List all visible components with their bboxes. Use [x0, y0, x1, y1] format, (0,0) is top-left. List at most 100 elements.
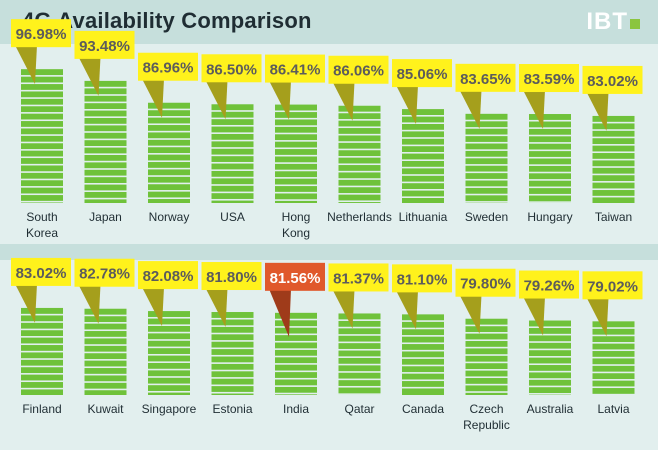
bar-stripe — [338, 193, 381, 195]
bar-stripe — [84, 94, 127, 96]
data-label: 83.02% — [587, 73, 638, 90]
category-label: Canada — [402, 402, 444, 416]
data-label: 83.02% — [16, 265, 67, 282]
bar-stripe — [402, 372, 444, 374]
logo-dot-icon — [630, 19, 640, 29]
bar-stripe — [529, 164, 571, 166]
bar-stripe — [338, 385, 381, 388]
bar-stripe — [529, 370, 571, 373]
bar-stripe — [529, 186, 571, 189]
callout-box — [392, 59, 452, 88]
bar-stripe — [338, 133, 381, 136]
callout-box — [201, 262, 262, 291]
bar — [275, 312, 317, 395]
bar-stripe — [402, 364, 444, 367]
bar-stripe — [84, 108, 127, 111]
callout-tail — [78, 56, 101, 96]
bar-stripe — [592, 364, 635, 366]
bar-stripe — [275, 147, 317, 150]
callout-tail — [459, 294, 482, 334]
callout-box — [201, 54, 262, 83]
bar-stripe — [338, 200, 381, 203]
bar-stripe — [148, 153, 190, 155]
bar-stripe — [529, 356, 571, 358]
bar — [148, 102, 190, 203]
bar-stripe — [211, 340, 254, 342]
bar-stripe — [275, 184, 317, 187]
bar-stripe — [465, 361, 508, 364]
bar-stripe — [465, 369, 508, 371]
bar-stripe — [465, 171, 508, 174]
data-label: 79.02% — [587, 278, 638, 295]
category-label: Japan — [89, 210, 122, 224]
bar-stripe — [148, 160, 190, 163]
bar — [465, 318, 508, 395]
bar-stripe — [275, 177, 317, 179]
bar-stripe — [275, 333, 317, 336]
data-label: 79.26% — [524, 278, 575, 295]
bar-stripe — [529, 333, 571, 336]
bar-stripe — [402, 151, 444, 154]
bar-stripe — [84, 145, 127, 148]
data-label: 83.65% — [460, 71, 511, 88]
category-label: Sweden — [465, 210, 508, 224]
bar-stripe — [592, 334, 635, 337]
bar-stripe — [148, 108, 190, 111]
data-label: 86.50% — [206, 61, 257, 78]
bar-stripe — [84, 366, 127, 369]
bar-stripe — [148, 383, 190, 386]
bar-stripe — [402, 174, 444, 176]
bar-stripe — [21, 373, 63, 375]
bar-stripe — [402, 122, 444, 124]
bar-stripe — [402, 159, 444, 161]
bar-stripe — [275, 199, 317, 201]
bar-stripe — [529, 127, 571, 129]
category-label: Singapore — [142, 402, 197, 416]
bar-stripe — [592, 327, 635, 329]
bar-stripe — [148, 145, 190, 148]
bar-stripe — [148, 368, 190, 371]
bar-stripe — [592, 371, 635, 374]
bar-stripe — [338, 356, 381, 358]
bar-stripe — [148, 339, 190, 341]
bar-stripe — [529, 119, 571, 122]
data-label: 81.10% — [397, 271, 448, 288]
bar-stripe — [338, 119, 381, 121]
bar-stripe — [211, 369, 254, 372]
bar-stripe — [148, 123, 190, 126]
bar-stripe — [338, 141, 381, 143]
bar-stripe — [592, 386, 635, 389]
bar-stripe — [275, 363, 317, 365]
bar-stripe — [338, 170, 381, 173]
callout-tail — [78, 284, 101, 324]
callout-tail — [269, 288, 291, 337]
bar-stripe — [338, 341, 381, 344]
bar-stripe — [21, 380, 63, 383]
bar-stripe — [338, 148, 381, 151]
bar-stripe — [592, 356, 635, 359]
bar-stripe — [465, 346, 508, 349]
category-label: India — [283, 402, 309, 416]
category-label: Finland — [22, 402, 61, 416]
bar-stripe — [148, 316, 190, 319]
bar-stripe — [21, 350, 63, 353]
category-label: Hungary — [527, 210, 572, 224]
bar-stripe — [21, 75, 63, 77]
bar-stripe — [211, 110, 254, 112]
bar-stripe — [592, 181, 635, 183]
bar-stripe — [211, 176, 254, 179]
bar-stripe — [402, 196, 444, 198]
callout-box — [11, 257, 71, 286]
bar-stripe — [275, 370, 317, 373]
bar-stripe — [529, 326, 571, 329]
bar-stripe — [465, 193, 508, 196]
category-label: Taiwan — [595, 210, 632, 224]
bar-stripe — [84, 388, 127, 391]
bar — [211, 312, 254, 395]
bar-stripe — [465, 383, 508, 386]
bar-stripe — [529, 142, 571, 144]
data-label: 93.48% — [79, 38, 130, 55]
callout-tail — [523, 90, 545, 130]
data-label: 81.56% — [270, 270, 321, 287]
bar-stripe — [21, 89, 63, 92]
